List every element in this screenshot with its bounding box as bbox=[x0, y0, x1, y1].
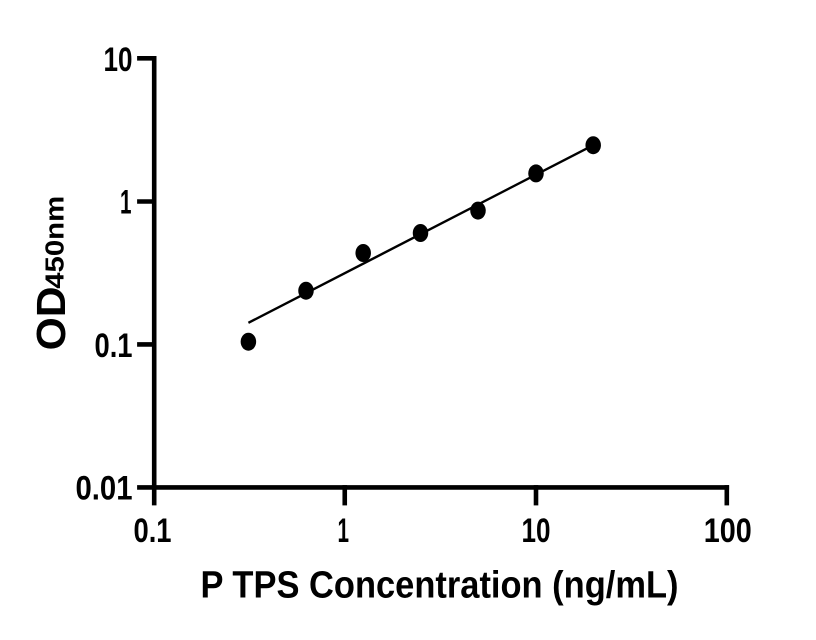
svg-text:0.1: 0.1 bbox=[134, 512, 172, 550]
svg-text:10: 10 bbox=[104, 41, 133, 79]
svg-text:OD: OD bbox=[28, 286, 74, 350]
svg-text:100: 100 bbox=[704, 512, 752, 550]
svg-text:1: 1 bbox=[120, 184, 132, 222]
svg-text:10: 10 bbox=[522, 512, 551, 550]
svg-text:1: 1 bbox=[338, 512, 350, 550]
svg-text:0.01: 0.01 bbox=[76, 469, 133, 507]
svg-text:0.1: 0.1 bbox=[95, 327, 133, 365]
svg-text:P TPS Concentration (ng/mL): P TPS Concentration (ng/mL) bbox=[201, 564, 679, 607]
svg-text:450nm: 450nm bbox=[39, 196, 69, 289]
